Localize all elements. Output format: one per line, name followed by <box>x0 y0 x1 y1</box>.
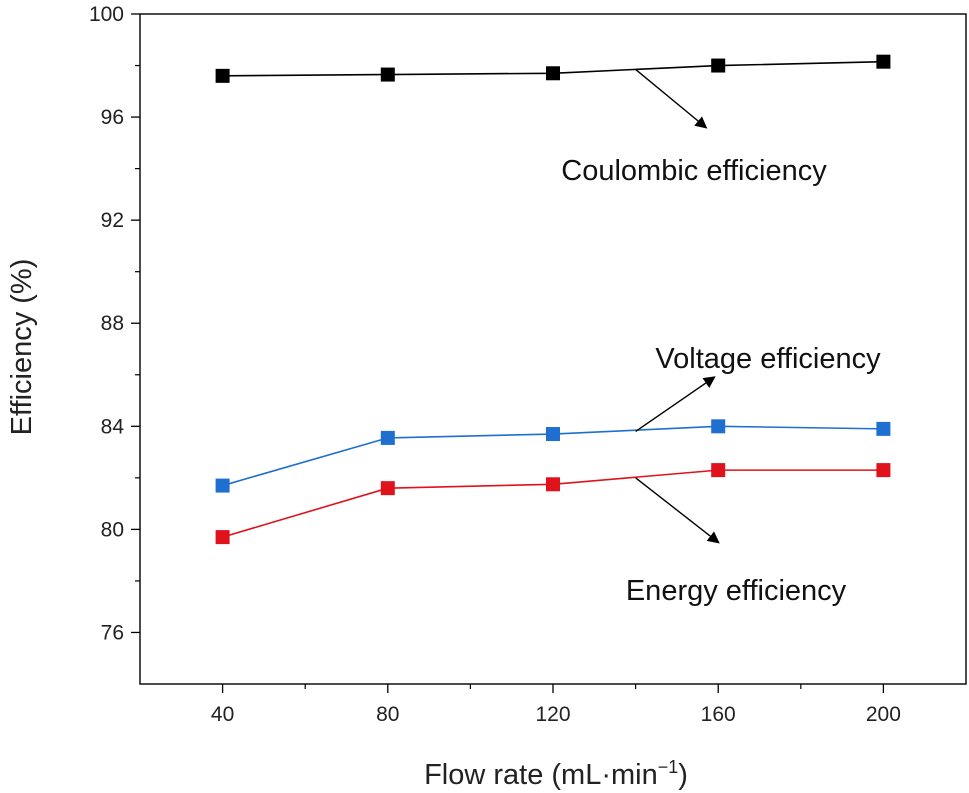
y-tick-label: 96 <box>101 106 124 129</box>
x-tick-label: 80 <box>376 703 399 726</box>
annotations: Coulombic efficiency Voltage efficiency En… <box>561 68 881 607</box>
data-point <box>876 54 891 69</box>
annotation-arrow <box>635 477 720 544</box>
x-tick-label: 40 <box>211 703 234 726</box>
y-axis-title: Efficiency (%) <box>6 259 38 436</box>
axis-titles: Flow rate (mL·min−1) Efficiency (%) <box>6 259 688 791</box>
y-tick-label: 100 <box>89 3 124 26</box>
data-point <box>215 68 230 83</box>
y-tick-label: 84 <box>101 415 125 438</box>
x-tick-label: 200 <box>866 703 901 726</box>
y-tick-label: 92 <box>101 209 124 232</box>
y-tick-label: 88 <box>101 312 124 335</box>
y-tick-label: 80 <box>101 518 124 541</box>
axes: 40 80 120 160 200 76 80 84 88 92 96 100 <box>89 3 967 726</box>
x-axis-title: Flow rate (mL·min−1) <box>424 757 688 791</box>
annotation-label: Energy efficiency <box>626 575 847 607</box>
data-point <box>546 477 560 492</box>
series-energy-efficiency <box>215 463 891 545</box>
annotation-label: Coulombic efficiency <box>561 155 827 187</box>
annotation-arrow <box>635 68 708 129</box>
x-axis-title-close: ) <box>678 759 688 791</box>
annotation-arrow <box>635 376 716 433</box>
series-voltage-efficiency <box>215 419 891 493</box>
data-point <box>546 66 560 81</box>
data-point <box>876 421 891 436</box>
data-point <box>380 481 395 496</box>
data-point <box>546 427 560 442</box>
data-point <box>711 463 726 478</box>
data-point <box>711 58 726 73</box>
y-tick-label: 76 <box>101 621 124 644</box>
x-axis-title-main: Flow rate (mL·min <box>424 759 658 791</box>
series-coulombic-efficiency <box>215 54 891 83</box>
x-axis-title-superscript: −1 <box>658 757 679 777</box>
data-point <box>215 530 230 545</box>
series-layer <box>215 54 891 545</box>
data-point <box>215 478 230 493</box>
data-point <box>380 430 395 445</box>
annotation-label: Voltage efficiency <box>655 343 881 375</box>
data-point <box>711 419 726 434</box>
data-point <box>876 463 891 478</box>
x-tick-label: 120 <box>535 703 570 726</box>
data-point <box>380 67 395 82</box>
x-tick-label: 160 <box>701 703 736 726</box>
